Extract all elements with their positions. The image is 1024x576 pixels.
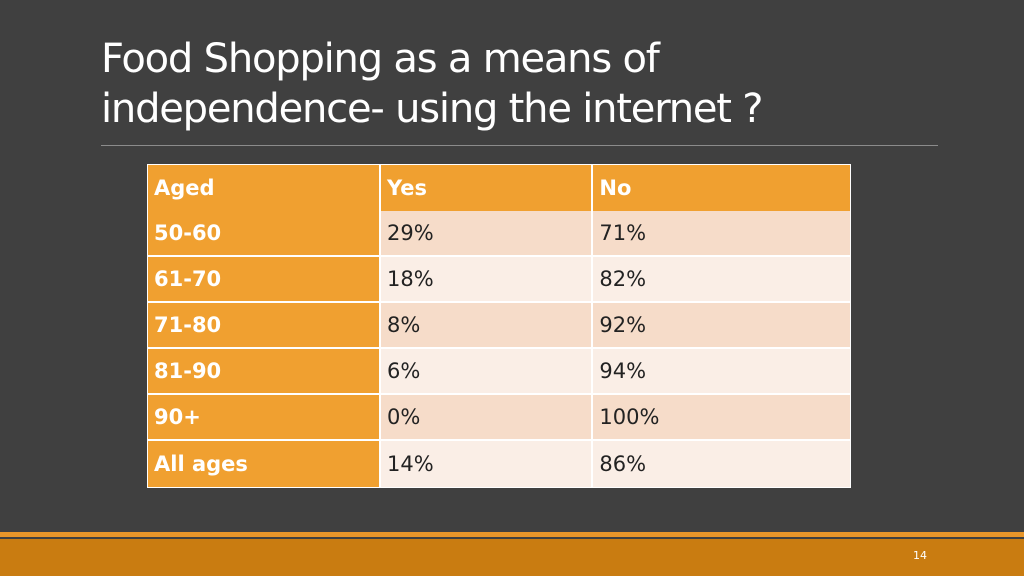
row-no-value: 94% (593, 349, 850, 395)
table-row: 71-80 8% 92% (148, 303, 850, 349)
row-no-value: 71% (593, 211, 850, 257)
header-aged: Aged (148, 165, 381, 211)
row-age-label: 81-90 (148, 349, 381, 395)
row-yes-value: 14% (381, 441, 594, 487)
row-yes-value: 6% (381, 349, 594, 395)
table-row: 61-70 18% 82% (148, 257, 850, 303)
row-no-value: 82% (593, 257, 850, 303)
page-number: 14 (913, 549, 927, 562)
table-row: 90+ 0% 100% (148, 395, 850, 441)
table-row: All ages 14% 86% (148, 441, 850, 487)
row-yes-value: 8% (381, 303, 594, 349)
row-no-value: 86% (593, 441, 850, 487)
header-no: No (593, 165, 850, 211)
survey-table: Aged Yes No 50-60 29% 71% 61-70 18% 82% … (147, 164, 851, 488)
table-header-row: Aged Yes No (148, 165, 850, 211)
row-age-label: All ages (148, 441, 381, 487)
row-no-value: 100% (593, 395, 850, 441)
row-age-label: 61-70 (148, 257, 381, 303)
table-row: 50-60 29% 71% (148, 211, 850, 257)
row-no-value: 92% (593, 303, 850, 349)
footer-accent-line (0, 532, 1024, 537)
header-yes: Yes (381, 165, 594, 211)
row-yes-value: 0% (381, 395, 594, 441)
title-divider (101, 145, 938, 146)
row-yes-value: 18% (381, 257, 594, 303)
row-age-label: 71-80 (148, 303, 381, 349)
footer-bar (0, 539, 1024, 576)
row-yes-value: 29% (381, 211, 594, 257)
row-age-label: 50-60 (148, 211, 381, 257)
slide-title: Food Shopping as a means of independence… (101, 36, 764, 132)
row-age-label: 90+ (148, 395, 381, 441)
table-row: 81-90 6% 94% (148, 349, 850, 395)
